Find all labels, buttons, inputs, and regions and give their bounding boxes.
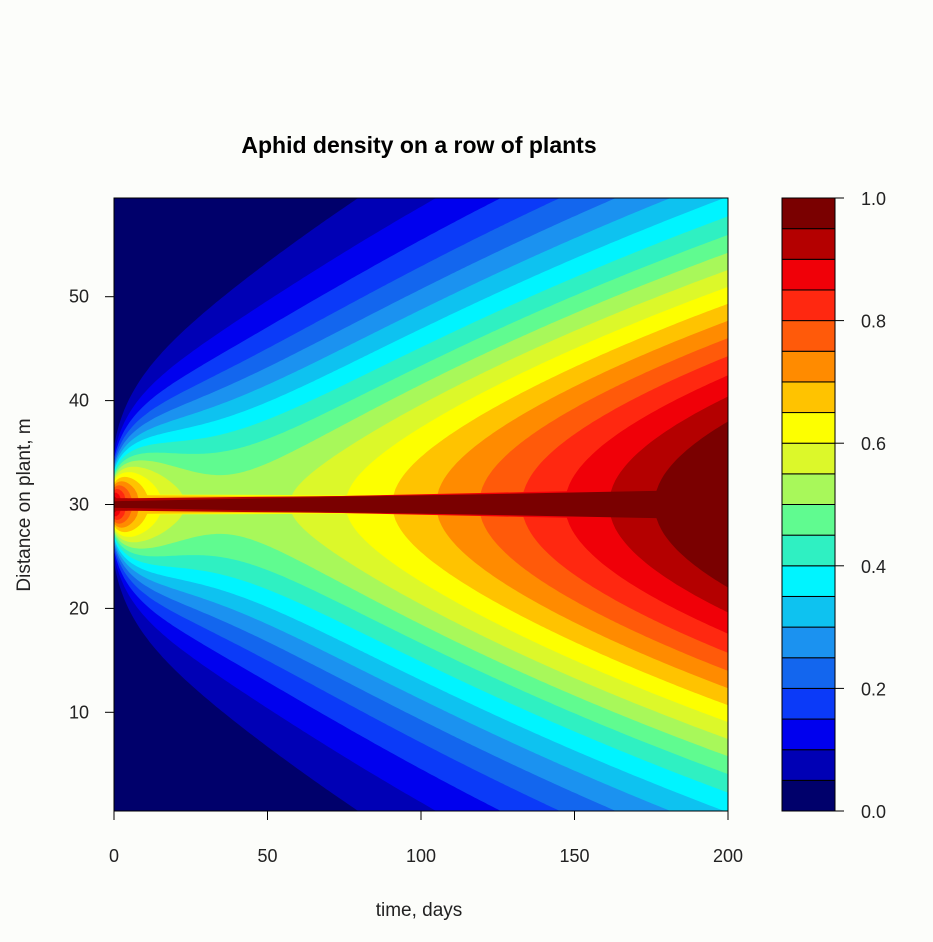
x-axis: 0 50 100 150 200 [109,811,743,866]
x-tick-label: 0 [109,846,119,866]
colorbar-swatch [781,289,836,322]
colorbar-swatch [781,473,836,506]
colorbar-swatch [781,320,836,352]
contour-band-19 [114,421,728,588]
colorbar-swatch [781,350,836,383]
colorbar-swatch [781,687,836,720]
colorbar-swatch [781,534,836,567]
colorbar-swatch [781,626,836,659]
colorbar-swatch [781,749,836,781]
colorbar-swatch [781,595,836,628]
colorbar-swatch [781,258,836,291]
y-axis-label: Distance on plant, m [14,418,35,591]
x-tick-label: 50 [257,846,277,866]
y-tick-label: 30 [69,495,89,515]
colorbar-tick-label: 0.8 [861,312,886,332]
colorbar-tick-label: 0.6 [861,434,886,454]
x-tick-label: 100 [406,846,436,866]
y-tick-label: 20 [69,598,89,618]
colorbar-swatch [781,228,836,260]
colorbar-tick-label: 0.4 [861,557,886,577]
colorbar-swatch [781,504,836,536]
colorbar: 0.0 0.2 0.4 0.6 0.8 1.0 [781,189,886,822]
y-tick-label: 40 [69,391,89,411]
colorbar-tick-label: 1.0 [861,189,886,209]
chart-title: Aphid density on a row of plants [241,132,596,158]
colorbar-tick-label: 0.2 [861,679,886,699]
colorbar-swatch [781,779,836,812]
x-axis-label: time, days [376,900,463,921]
colorbar-swatch [781,657,836,689]
x-tick-label: 150 [559,846,589,866]
plot-area [114,198,728,811]
colorbar-tick-label: 0.0 [861,802,886,822]
y-tick-label: 50 [69,287,89,307]
colorbar-swatch [781,442,836,475]
colorbar-swatch [781,381,836,414]
colorbar-swatch [781,565,836,597]
y-tick-label: 10 [69,702,89,722]
x-tick-label: 200 [713,846,743,866]
colorbar-swatch [781,197,836,230]
colorbar-swatch [781,718,836,751]
y-axis: 10 20 30 40 50 [69,287,114,722]
colorbar-swatch [781,412,836,444]
